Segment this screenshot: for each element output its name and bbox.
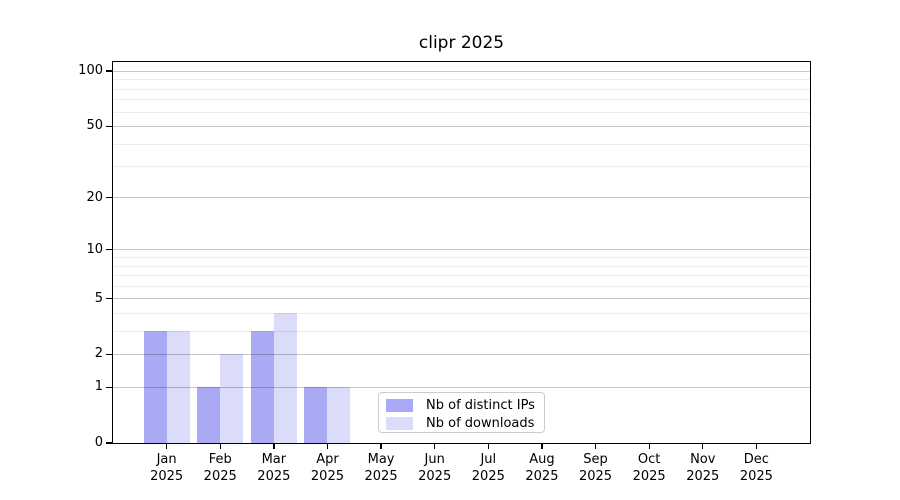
- y-tick-mark: [106, 249, 113, 251]
- bar: [220, 354, 244, 443]
- y-tick-mark: [106, 70, 113, 72]
- x-tick-label: Nov 2025: [686, 452, 720, 484]
- bar: [250, 331, 274, 443]
- x-tick-label: Dec 2025: [739, 452, 773, 484]
- legend-label-distinct-ips: Nb of distinct IPs: [426, 398, 535, 413]
- legend-label-downloads: Nb of downloads: [426, 416, 535, 431]
- minor-gridline: [113, 99, 810, 101]
- y-tick-mark: [106, 197, 113, 199]
- major-gridline: [113, 70, 810, 72]
- bar: [197, 387, 221, 443]
- x-tick-label: Apr 2025: [310, 452, 344, 484]
- x-tick-mark: [648, 444, 650, 449]
- x-tick-label: Aug 2025: [525, 452, 559, 484]
- plot-border: [112, 61, 811, 444]
- x-tick-label: Jan 2025: [150, 452, 184, 484]
- x-tick-mark: [273, 444, 275, 449]
- x-tick-mark: [434, 444, 436, 449]
- x-tick-label: May 2025: [364, 452, 398, 484]
- minor-gridline: [113, 275, 810, 277]
- x-tick-label: Oct 2025: [632, 452, 666, 484]
- legend-swatch-downloads: [386, 417, 413, 430]
- legend-item-downloads: Nb of downloads: [386, 416, 544, 431]
- major-gridline: [113, 125, 810, 127]
- y-tick-label: 10: [86, 241, 103, 257]
- x-tick-mark: [219, 444, 221, 449]
- minor-gridline: [113, 257, 810, 259]
- bar: [143, 331, 167, 443]
- y-tick-label: 20: [86, 189, 103, 205]
- minor-gridline: [113, 88, 810, 90]
- x-tick-mark: [487, 444, 489, 449]
- x-tick-label: Jun 2025: [418, 452, 452, 484]
- minor-gridline: [113, 111, 810, 113]
- y-tick-mark: [106, 125, 113, 127]
- bar: [273, 313, 297, 443]
- minor-gridline: [113, 331, 810, 333]
- bar: [166, 331, 190, 443]
- minor-gridline: [113, 143, 810, 145]
- bar: [304, 387, 328, 443]
- legend-item-distinct-ips: Nb of distinct IPs: [386, 398, 544, 413]
- x-tick-label: Jul 2025: [471, 452, 505, 484]
- major-gridline: [113, 249, 810, 251]
- minor-gridline: [113, 79, 810, 81]
- minor-gridline: [113, 286, 810, 288]
- y-tick-mark: [106, 442, 113, 444]
- y-tick-label: 50: [86, 118, 103, 134]
- y-tick-mark: [106, 386, 113, 388]
- y-tick-label: 1: [94, 379, 103, 395]
- legend: Nb of distinct IPs Nb of downloads: [378, 392, 545, 433]
- y-tick-mark: [106, 353, 113, 356]
- bar: [327, 387, 351, 443]
- x-tick-label: Mar 2025: [257, 452, 291, 484]
- x-tick-mark: [541, 444, 543, 449]
- x-tick-mark: [702, 444, 704, 449]
- y-tick-label: 5: [94, 290, 103, 306]
- major-gridline: [113, 386, 810, 388]
- x-tick-mark: [755, 444, 758, 449]
- major-gridline: [113, 197, 810, 199]
- minor-gridline: [113, 313, 810, 315]
- minor-gridline: [113, 265, 810, 267]
- x-tick-label: Sep 2025: [578, 452, 613, 484]
- chart-title: clipr 2025: [418, 33, 505, 53]
- x-tick-mark: [594, 444, 597, 449]
- y-tick-label: 2: [94, 346, 103, 362]
- x-tick-mark: [326, 444, 329, 449]
- y-tick-label: 100: [78, 63, 103, 79]
- minor-gridline: [113, 166, 810, 168]
- major-gridline: [113, 353, 810, 355]
- legend-swatch-distinct-ips: [386, 399, 413, 412]
- x-tick-label: Feb 2025: [203, 452, 237, 484]
- x-tick-mark: [380, 444, 382, 449]
- major-gridline: [113, 298, 810, 300]
- y-tick-mark: [106, 297, 113, 300]
- x-tick-mark: [166, 444, 168, 449]
- y-tick-label: 0: [94, 435, 103, 450]
